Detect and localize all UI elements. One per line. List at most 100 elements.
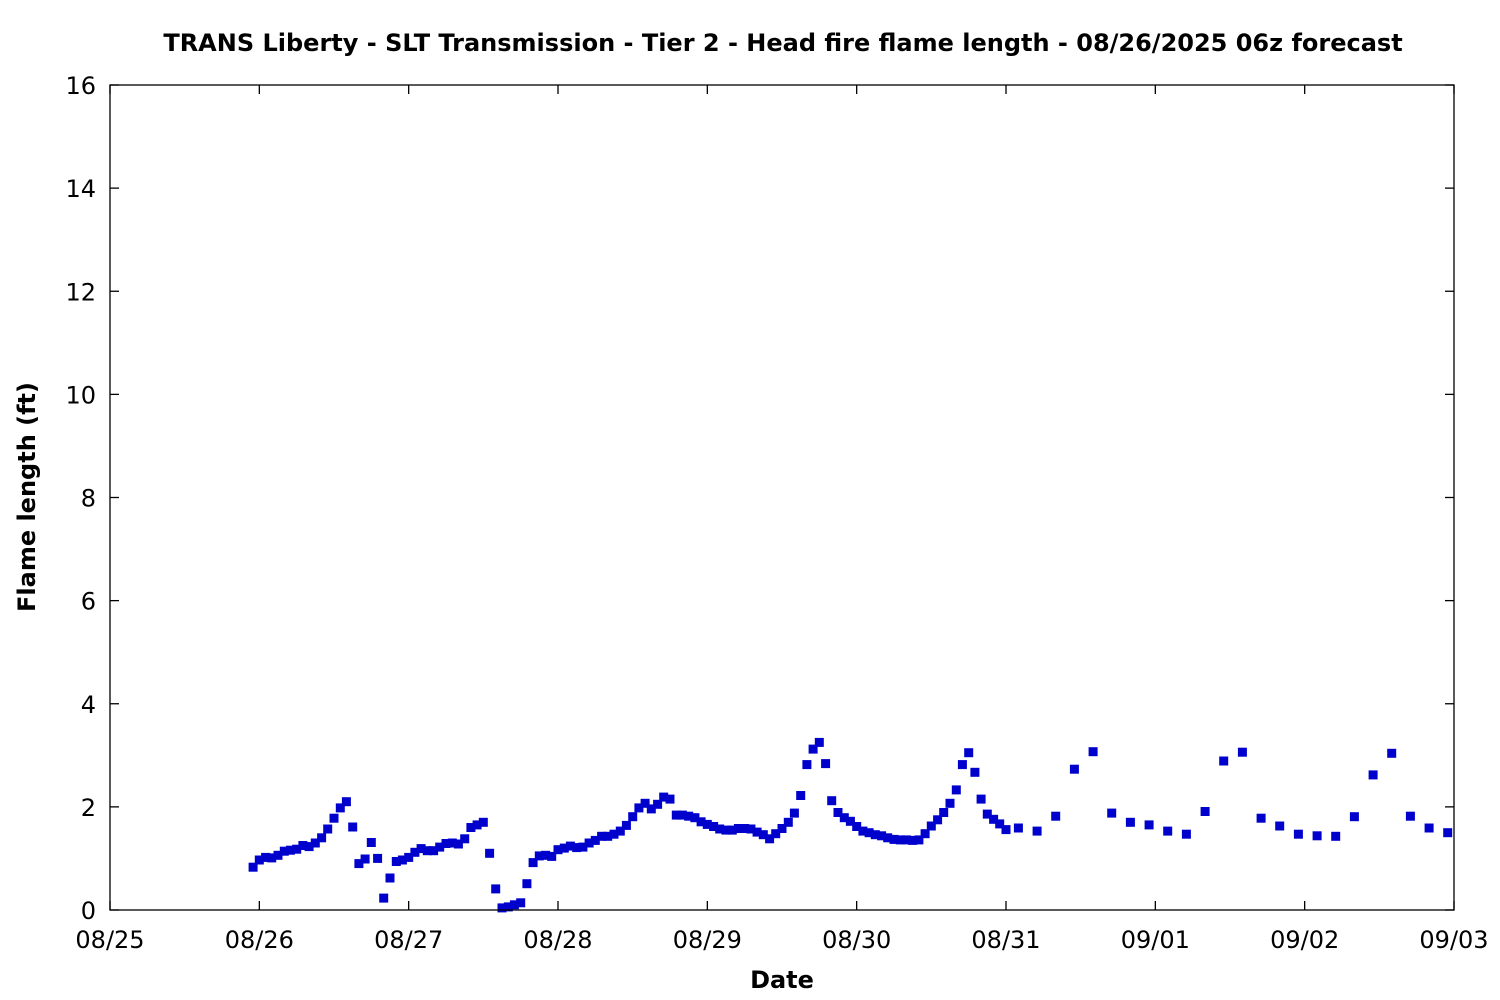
data-point — [752, 827, 762, 837]
data-point — [410, 847, 420, 857]
x-tick-label: 08/30 — [822, 926, 891, 954]
data-point — [765, 834, 775, 844]
data-point — [1443, 828, 1453, 838]
data-point — [914, 835, 924, 845]
data-point — [578, 842, 588, 852]
data-point — [771, 829, 781, 839]
data-point — [1181, 829, 1191, 839]
data-point — [273, 850, 283, 860]
data-point — [976, 794, 986, 804]
y-tick-label: 8 — [81, 485, 96, 513]
data-point — [534, 851, 544, 861]
data-point — [254, 855, 264, 865]
data-point — [777, 824, 787, 833]
data-point — [541, 850, 551, 860]
data-point — [329, 813, 339, 823]
data-point — [733, 824, 743, 833]
data-point — [267, 853, 277, 863]
data-point — [783, 817, 793, 827]
data-point — [821, 759, 831, 769]
data-point — [796, 791, 806, 800]
data-point — [659, 792, 669, 802]
data-point — [522, 879, 532, 889]
data-point — [404, 852, 414, 862]
data-point — [1293, 829, 1303, 839]
x-tick-label: 08/27 — [374, 926, 443, 954]
data-point — [460, 834, 470, 844]
data-point — [317, 833, 327, 843]
x-tick-label: 09/01 — [1121, 926, 1190, 954]
y-axis-label: Flame length (ft) — [13, 382, 41, 612]
data-point — [466, 823, 476, 832]
data-point — [646, 804, 656, 814]
data-point — [1219, 756, 1229, 766]
y-tick-label: 16 — [65, 72, 96, 100]
data-point — [957, 760, 967, 770]
data-point — [603, 831, 613, 841]
data-point — [908, 835, 918, 845]
data-point — [1256, 813, 1266, 823]
plot-frame — [109, 84, 1455, 911]
data-point — [354, 859, 364, 869]
data-point — [715, 824, 725, 834]
data-point — [920, 829, 930, 839]
data-point — [584, 838, 594, 848]
y-tick-label: 10 — [65, 381, 96, 409]
data-point — [453, 839, 463, 849]
data-point — [671, 810, 681, 820]
data-point — [970, 767, 980, 777]
data-point — [422, 846, 432, 856]
data-point — [653, 799, 663, 809]
axis-ticks — [109, 84, 1455, 911]
x-tick-label: 08/31 — [971, 926, 1040, 954]
y-tick-label: 2 — [81, 794, 96, 822]
data-point — [964, 748, 974, 758]
data-point — [621, 820, 631, 830]
data-point — [1237, 747, 1247, 757]
y-tick-label: 0 — [81, 897, 96, 925]
data-point — [279, 846, 289, 856]
data-point — [1051, 811, 1061, 821]
data-point — [348, 822, 358, 832]
data-point — [883, 833, 893, 843]
data-point — [497, 903, 507, 913]
data-point — [323, 824, 333, 834]
data-point — [559, 843, 569, 853]
data-point — [933, 815, 943, 825]
data-point — [982, 809, 992, 819]
data-point — [385, 873, 395, 883]
y-tick-label: 6 — [81, 588, 96, 616]
data-point — [429, 846, 439, 856]
data-point — [1424, 823, 1434, 833]
data-point — [1088, 747, 1098, 757]
data-point — [416, 844, 426, 854]
data-point — [802, 760, 812, 770]
data-point — [1405, 811, 1415, 821]
data-point — [833, 808, 843, 817]
data-point — [1387, 748, 1397, 758]
data-point — [609, 829, 619, 839]
data-point — [485, 848, 495, 858]
data-point — [864, 828, 874, 838]
data-point — [285, 845, 295, 855]
data-point — [858, 826, 868, 836]
data-point — [478, 817, 488, 827]
data-point — [298, 841, 308, 850]
data-point — [758, 830, 768, 840]
data-point — [628, 812, 638, 822]
data-point — [889, 834, 899, 844]
data-point — [553, 845, 563, 855]
data-point — [335, 803, 345, 813]
data-point — [989, 814, 999, 824]
data-point — [503, 902, 513, 912]
data-point — [690, 813, 700, 823]
data-point — [441, 839, 451, 848]
data-point — [1001, 825, 1011, 835]
data-point — [665, 794, 675, 804]
x-tick-label: 08/29 — [673, 926, 742, 954]
data-point — [827, 796, 837, 806]
data-point — [746, 824, 756, 834]
data-point — [1349, 812, 1359, 822]
data-point — [839, 813, 849, 823]
